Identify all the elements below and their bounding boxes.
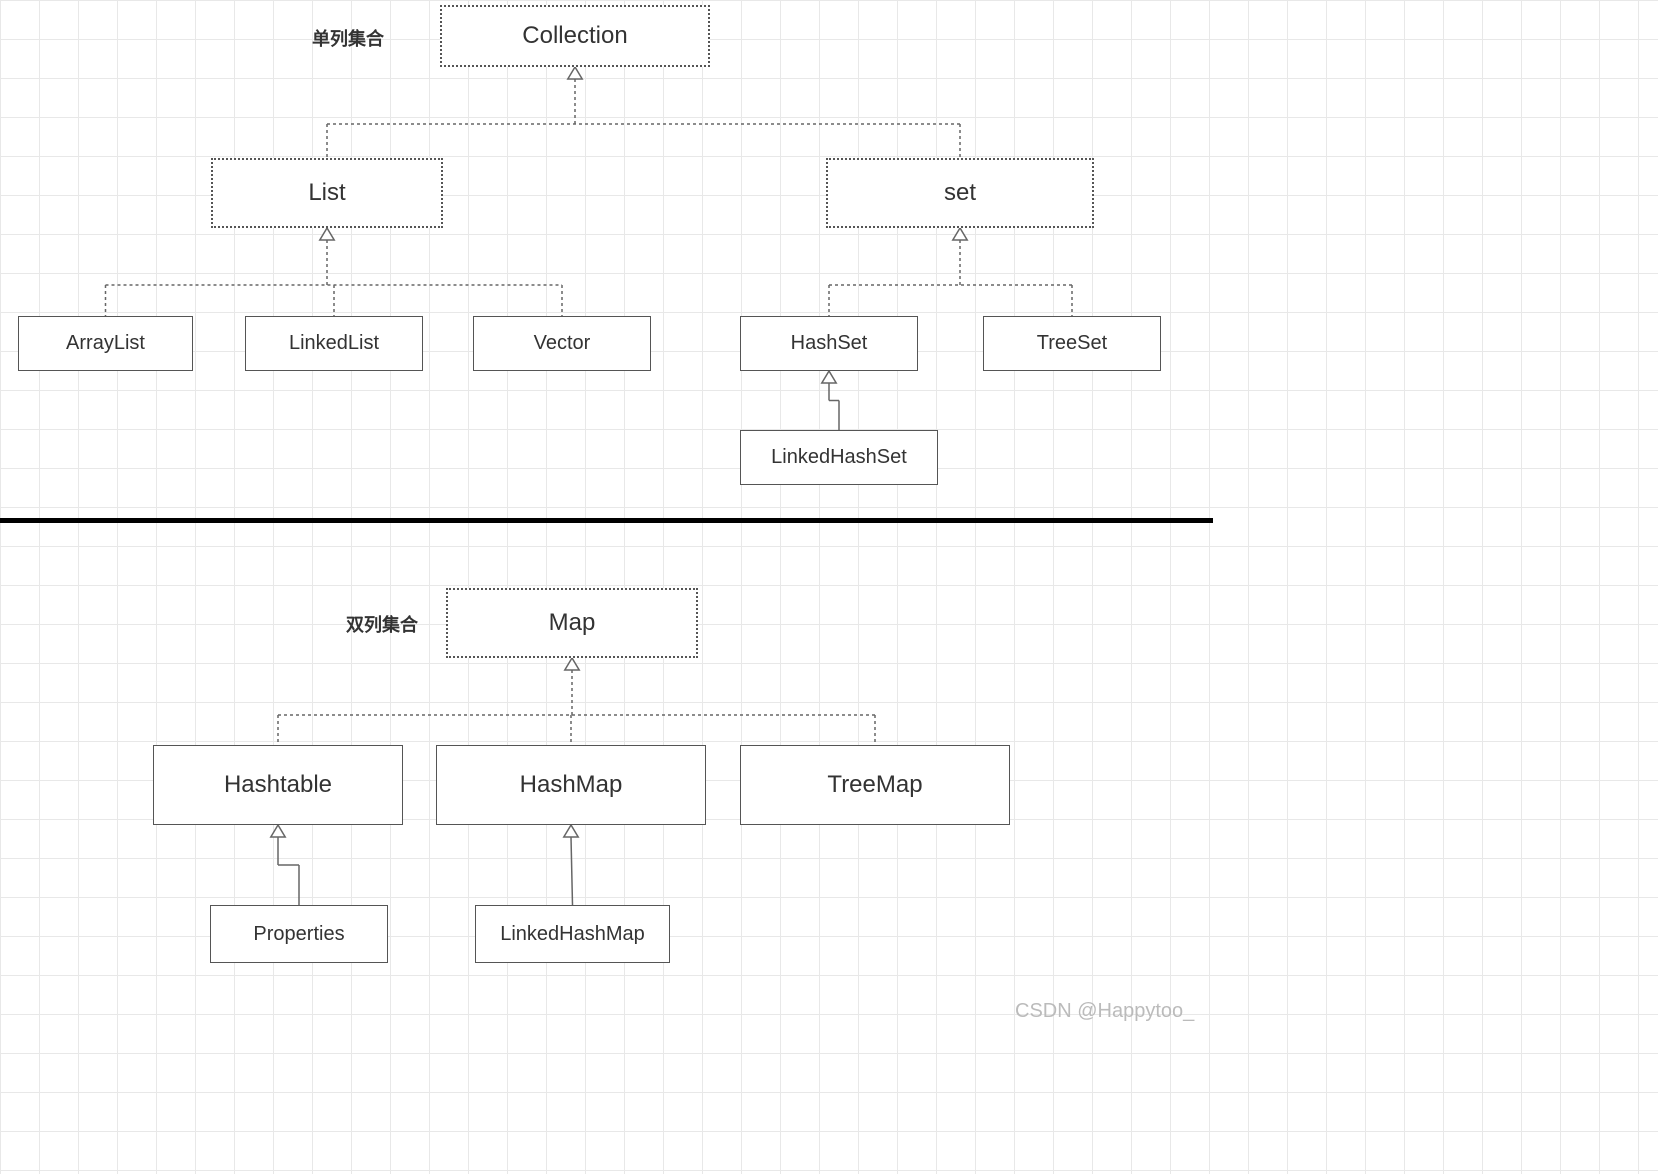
node-linkedhashset: LinkedHashSet [740, 430, 938, 485]
section-label-top: 单列集合 [312, 25, 384, 51]
node-linkedlist: LinkedList [245, 316, 423, 371]
node-hashmap: HashMap [436, 745, 706, 825]
node-treemap: TreeMap [740, 745, 1010, 825]
node-collection: Collection [440, 5, 710, 67]
node-set: set [826, 158, 1094, 228]
node-list: List [211, 158, 443, 228]
watermark: CSDN @Happytoo_ [1015, 1000, 1194, 1023]
node-vector: Vector [473, 316, 651, 371]
node-hashtable: Hashtable [153, 745, 403, 825]
node-hashset: HashSet [740, 316, 918, 371]
section-label-bottom: 双列集合 [346, 611, 418, 637]
section-divider [0, 518, 1213, 523]
node-arraylist: ArrayList [18, 316, 193, 371]
node-linkedhashmap: LinkedHashMap [475, 905, 670, 963]
node-properties: Properties [210, 905, 388, 963]
node-treeset: TreeSet [983, 316, 1161, 371]
node-map: Map [446, 588, 698, 658]
